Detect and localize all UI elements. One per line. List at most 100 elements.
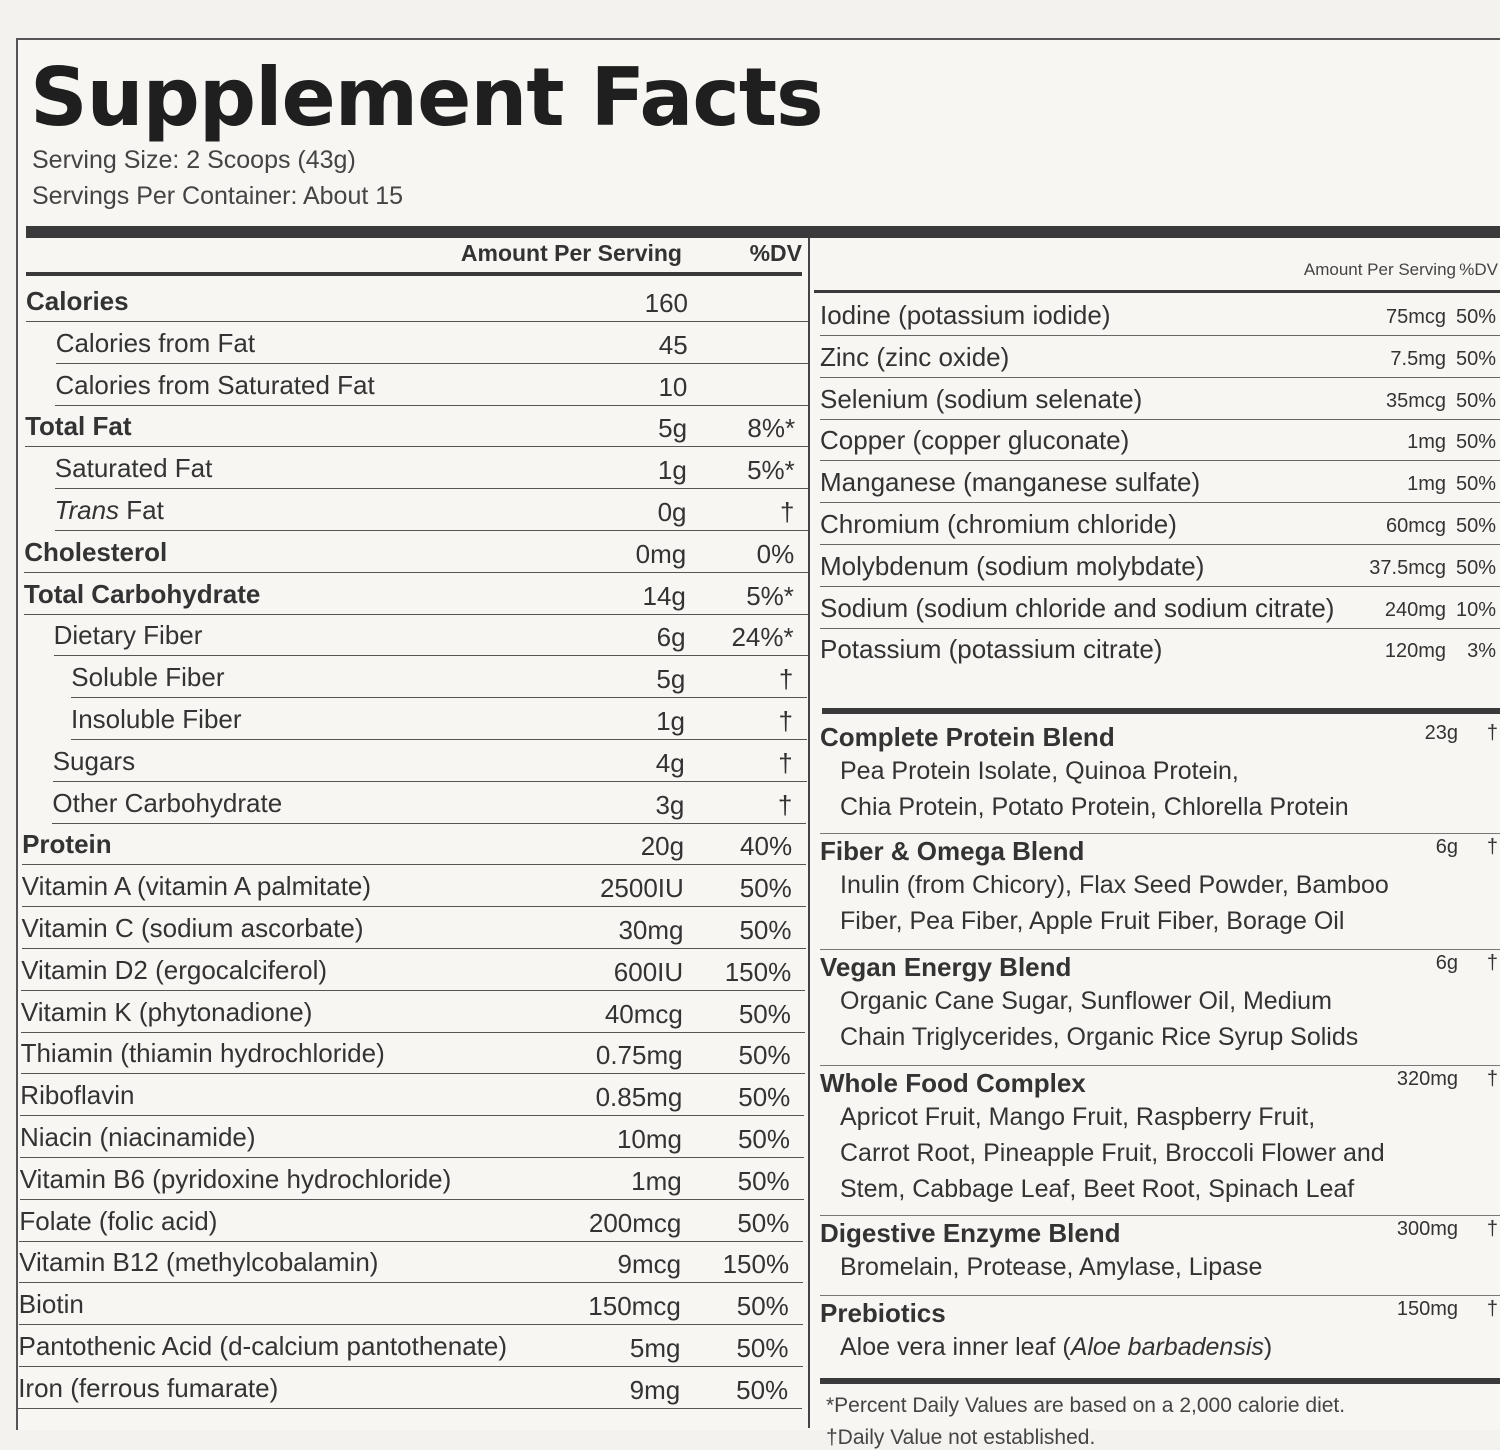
nutrient-row: Iron (ferrous fumarate) 9mg 50% xyxy=(18,1367,803,1409)
nutrient-dv: 50% xyxy=(737,1124,790,1154)
nutrient-row: Total Fat 5g 8%* xyxy=(25,405,810,448)
nutrient-name: Saturated Fat xyxy=(54,453,213,484)
blend-amount: 320mg xyxy=(1396,1068,1458,1090)
blend-name: Complete Protein Blend xyxy=(820,722,1115,752)
nutrient-row: Vitamin A (vitamin A palmitate) 2500IU 50% xyxy=(21,865,806,908)
row-rule xyxy=(26,321,810,322)
nutrient-row: Riboflavin 0.85mg 50% xyxy=(20,1074,805,1117)
nutrient-amount: 2500IU xyxy=(599,873,684,904)
row-rule xyxy=(20,1115,805,1117)
mineral-row: Sodium (sodium chloride and sodium citra… xyxy=(814,587,1500,629)
mineral-dv: 50% xyxy=(1455,306,1496,328)
nutrient-amount: 40mcg xyxy=(604,998,683,1029)
row-rule xyxy=(20,1031,805,1033)
blend-ingredients: Stem, Cabbage Leaf, Beet Root, Spinach L… xyxy=(840,1175,1355,1203)
nutrient-dv: 50% xyxy=(737,1207,790,1238)
mineral-name: Sodium (sodium chloride and sodium citra… xyxy=(820,592,1335,623)
row-rule xyxy=(820,418,1500,420)
nutrient-amount: 30mg xyxy=(618,915,684,945)
panel-title: Supplement Facts xyxy=(30,51,824,144)
nutrient-dv: † xyxy=(778,747,793,778)
mineral-amount: 1mg xyxy=(1407,473,1446,496)
blend-section: Vegan Energy Blend 6g † Organic Cane Sugar,… xyxy=(820,952,1500,1066)
nutrient-amount: 6g xyxy=(656,622,686,653)
blend-rule xyxy=(820,1215,1500,1216)
nutrient-row: Sugars 4g † xyxy=(23,740,807,782)
blend-amount: 150mg xyxy=(1396,1298,1458,1320)
nutrient-dv: 50% xyxy=(738,998,791,1029)
mineral-row: Manganese (manganese sulfate) 1mg 50% xyxy=(814,461,1500,504)
mineral-dv: 50% xyxy=(1455,473,1496,496)
percent-dv-footnote: *Percent Daily Values are based on a 2,0… xyxy=(826,1394,1346,1417)
nutrient-name: Soluble Fiber xyxy=(71,662,225,693)
nutrient-amount: 0g xyxy=(657,497,687,527)
blend-amount: 6g xyxy=(1435,836,1458,858)
mineral-row: Iodine (potassium iodide) 75mcg 50% xyxy=(814,294,1500,336)
blend-name: Prebiotics xyxy=(820,1298,946,1328)
nutrient-name: Pantothenic Acid (d-calcium pantothenate… xyxy=(18,1331,508,1361)
nutrient-name: Biotin xyxy=(18,1289,84,1320)
nutrient-dv: 5%* xyxy=(747,455,795,486)
nutrient-name: Vitamin D2 (ergocalciferol) xyxy=(21,954,328,985)
nutrient-dv: 150% xyxy=(724,956,792,987)
nutrient-dv: 50% xyxy=(736,1374,789,1405)
mineral-dv: 50% xyxy=(1455,431,1496,454)
row-rule xyxy=(71,739,807,740)
nutrient-dv: 50% xyxy=(739,873,792,904)
row-rule xyxy=(820,585,1500,587)
nutrient-name: Niacin (niacinamide) xyxy=(20,1122,256,1152)
row-rule xyxy=(820,627,1500,629)
nutrient-dv: † xyxy=(777,789,793,820)
nutrient-dv: 50% xyxy=(736,1333,789,1363)
nutrient-row: Soluble Fiber 5g † xyxy=(23,656,808,699)
blend-rule xyxy=(820,949,1500,950)
blend-ingredients: Fiber, Pea Fiber, Apple Fruit Fiber, Bor… xyxy=(840,907,1345,935)
nutrient-dv: † xyxy=(778,706,793,736)
mineral-dv: 3% xyxy=(1467,640,1496,663)
right-column-header: Amount Per Serving %DV xyxy=(814,238,1500,293)
row-rule xyxy=(18,1407,803,1409)
row-rule xyxy=(23,613,808,615)
blend-section: Prebiotics 150mg † Aloe vera inner leaf (Al… xyxy=(820,1298,1500,1374)
mineral-name: Molybdenum (sodium molybdate) xyxy=(820,550,1205,581)
column-divider xyxy=(808,238,810,1428)
nutrient-name: Protein xyxy=(22,829,112,860)
row-rule xyxy=(20,1073,805,1075)
nutrient-name: Iron (ferrous fumarate) xyxy=(18,1372,279,1403)
nutrient-row: Thiamin (thiamin hydrochloride) 0.75mg 50% xyxy=(20,1032,805,1075)
blend-dv: † xyxy=(1486,952,1498,974)
nutrient-amount: 600IU xyxy=(613,956,684,987)
nutrient-dv: † xyxy=(778,664,794,695)
mineral-row: Selenium (sodium selenate) 35mcg 50% xyxy=(814,378,1500,420)
nutrient-row: Vitamin D2 (ergocalciferol) 600IU 150% xyxy=(21,949,806,991)
nutrient-name: Folate (folic acid) xyxy=(19,1205,218,1236)
supplement-facts-panel: Supplement Facts Serving Size: 2 Scoops … xyxy=(16,38,1500,1449)
nutrient-name: Vitamin B12 (methylcobalamin) xyxy=(19,1247,379,1278)
nutrient-amount: 9mg xyxy=(629,1374,681,1405)
nutrient-amount: 0.75mg xyxy=(595,1040,683,1071)
mineral-name: Copper (copper gluconate) xyxy=(820,425,1130,456)
nutrient-name: Vitamin A (vitamin A palmitate) xyxy=(21,871,372,902)
nutrient-row: Cholesterol 0mg 0% xyxy=(24,531,809,573)
nutrient-row: Saturated Fat 1g 5%* xyxy=(25,447,809,490)
blend-dv: † xyxy=(1486,1218,1498,1240)
blend-rule xyxy=(820,1295,1500,1296)
right-nutrient-column: Amount Per Serving %DV Iodine (potassium… xyxy=(814,238,1500,1449)
nutrient-row: Other Carbohydrate 3g † xyxy=(22,782,807,824)
nutrient-amount: 160 xyxy=(644,288,688,318)
blend-section: Digestive Enzyme Blend 300mg † Bromelain, P… xyxy=(820,1218,1500,1296)
dv-heading: %DV xyxy=(1459,260,1498,279)
blend-ingredients: Organic Cane Sugar, Sunflower Oil, Mediu… xyxy=(840,987,1332,1015)
blend-name: Fiber & Omega Blend xyxy=(820,836,1085,866)
row-rule xyxy=(820,544,1500,545)
nutrient-row: Calories from Fat 45 xyxy=(26,322,810,364)
mineral-dv: 50% xyxy=(1455,347,1496,370)
nutrient-dv: 0% xyxy=(756,538,795,569)
nutrient-row: Calories from Saturated Fat 10 xyxy=(25,364,810,406)
nutrient-name: Thiamin (thiamin hydrochloride) xyxy=(20,1038,385,1069)
nutrient-amount: 5g xyxy=(658,413,688,444)
blend-dv: † xyxy=(1486,1068,1498,1090)
top-thick-rule xyxy=(26,226,1500,238)
mineral-name: Potassium (potassium citrate) xyxy=(820,634,1163,665)
thick-rule xyxy=(822,708,1500,714)
